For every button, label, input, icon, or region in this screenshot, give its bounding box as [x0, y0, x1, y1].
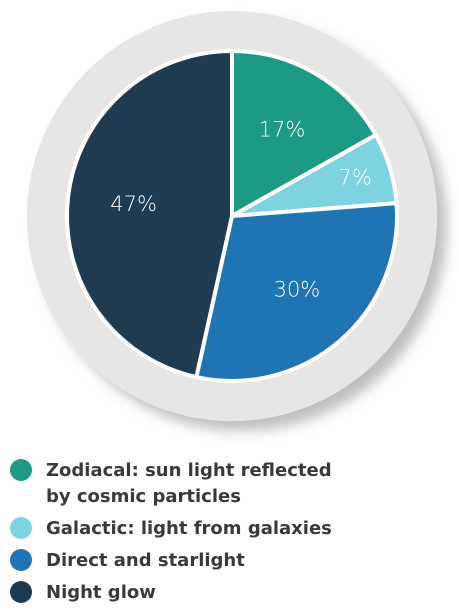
- pie-slice: [230, 49, 378, 218]
- pie-slice: [194, 201, 399, 383]
- legend-swatch: [10, 549, 32, 571]
- legend-swatch: [10, 581, 32, 603]
- slice-label: 30%: [274, 278, 321, 302]
- legend-swatch: [10, 517, 32, 539]
- slice-label: 17%: [259, 118, 306, 142]
- legend-item: Galactic: light from galaxies: [10, 516, 450, 542]
- legend-label: Zodiacal: sun light reflected by cosmic …: [46, 460, 332, 507]
- legend: Zodiacal: sun light reflected by cosmic …: [10, 458, 450, 612]
- legend-label: Direct and starlight: [46, 550, 245, 571]
- legend-label: Night glow: [46, 582, 156, 603]
- pie-area: 17% 7% 30% 47%: [27, 11, 437, 421]
- slice-label: 7%: [338, 166, 371, 190]
- legend-item: Direct and starlight: [10, 548, 450, 574]
- slice-label: 47%: [110, 192, 157, 216]
- slices: 17% 7% 30% 47%: [65, 49, 399, 383]
- legend-label: Galactic: light from galaxies: [46, 518, 332, 539]
- legend-item: Zodiacal: sun light reflected by cosmic …: [10, 458, 450, 510]
- legend-swatch: [10, 459, 32, 481]
- pie-slice: [65, 49, 234, 380]
- legend-item: Night glow: [10, 580, 450, 606]
